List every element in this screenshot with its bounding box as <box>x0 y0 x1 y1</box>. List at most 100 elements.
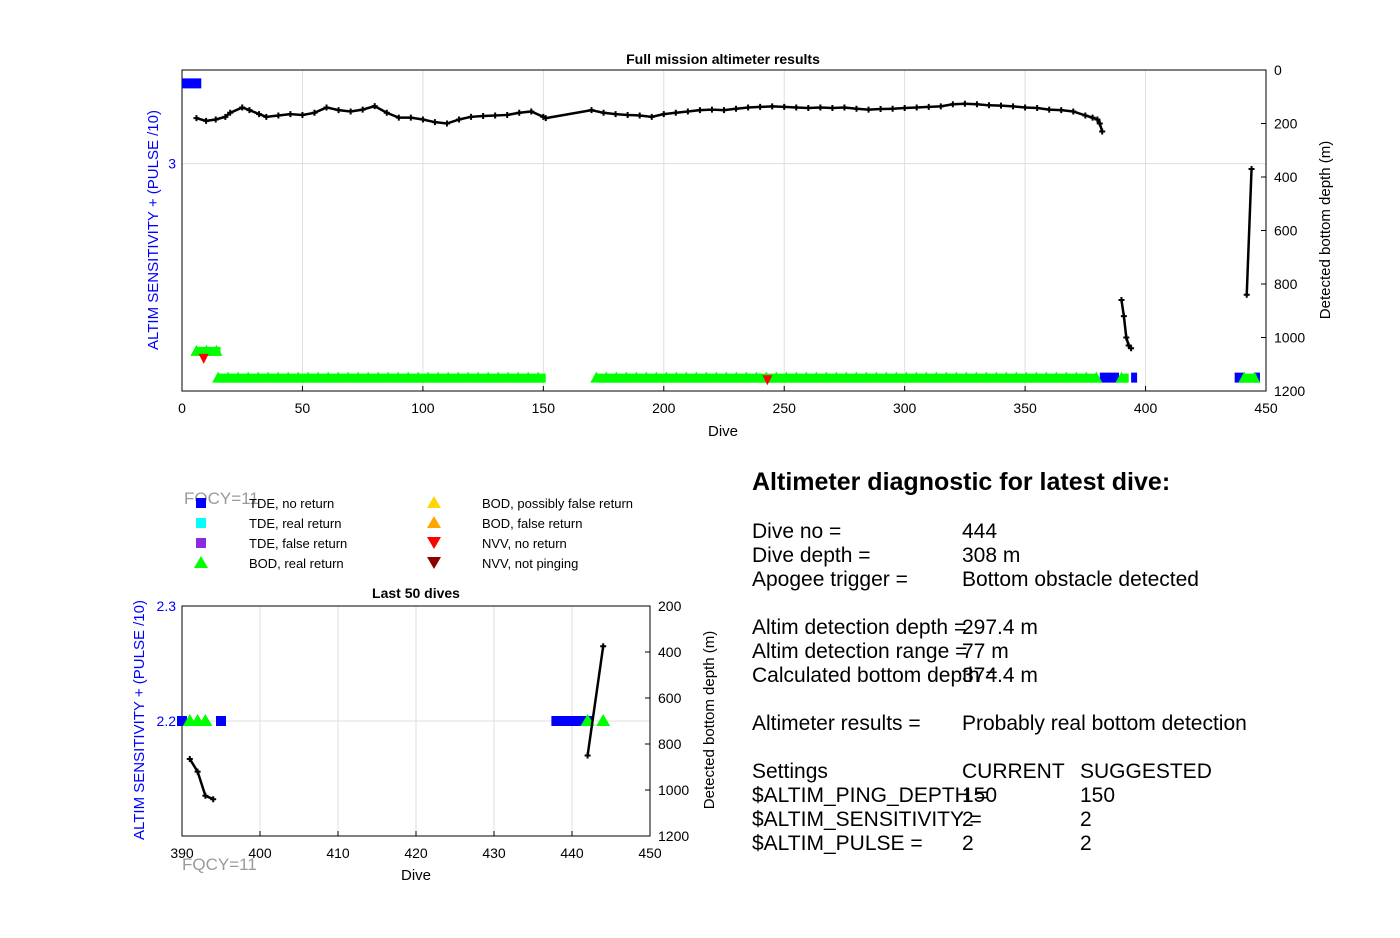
depth-marker <box>1046 106 1053 113</box>
bod-marker <box>850 371 863 383</box>
depth-marker <box>588 107 595 114</box>
depth-marker <box>210 796 217 803</box>
top-right-axis-label: Detected bottom depth (m) <box>1317 141 1334 319</box>
bod-marker <box>242 371 255 383</box>
depth-marker <box>865 106 872 113</box>
legend-items: TDE, no return TDE, real return TDE, false… <box>194 496 633 571</box>
bod-marker <box>312 371 325 383</box>
depth-marker <box>853 105 860 112</box>
depth-marker <box>817 104 824 111</box>
bod-marker <box>770 371 783 383</box>
top-x-axis-label: Dive <box>708 423 738 440</box>
depth-marker <box>1010 103 1017 110</box>
top-left-axis-label: ALTIM SENSITIVITY + (PULSE /10) <box>145 110 162 350</box>
bod-marker <box>690 371 703 383</box>
x-tick-label: 50 <box>295 400 311 416</box>
bod-marker <box>302 371 315 383</box>
left-tick-label: 3 <box>168 156 176 172</box>
left-tick-label: 2.3 <box>157 598 177 614</box>
bod-marker <box>990 371 1003 383</box>
depth-marker <box>212 116 219 123</box>
bod-marker <box>920 371 933 383</box>
legend-marker <box>427 557 441 569</box>
depth-marker <box>600 109 607 116</box>
bod-marker <box>730 371 743 383</box>
bod-marker <box>342 371 355 383</box>
depth-line <box>188 758 214 801</box>
x-tick-label: 450 <box>1254 400 1278 416</box>
right-tick-label: 800 <box>1274 276 1298 292</box>
bod-marker-band <box>1121 373 1129 383</box>
bod-marker <box>870 371 883 383</box>
depth-line <box>586 646 605 756</box>
depth-marker <box>1058 107 1065 114</box>
apogee-label: Apogee trigger = <box>752 568 908 591</box>
bod-marker <box>200 344 213 356</box>
tde-marker <box>574 716 585 726</box>
depth-marker <box>431 119 438 126</box>
depth-marker <box>745 104 752 111</box>
depth-marker <box>721 107 727 114</box>
depth-marker <box>246 107 253 114</box>
right-tick-label: 600 <box>1274 223 1298 239</box>
right-tick-label: 1000 <box>658 782 689 798</box>
bod-marker <box>980 371 993 383</box>
bod-marker <box>1238 371 1251 383</box>
bod-marker <box>502 371 515 383</box>
x-tick-label: 400 <box>1134 400 1158 416</box>
depth-marker <box>1089 114 1096 121</box>
top-right-ticks: 0 200 400 600 800 1000 1200 <box>1261 62 1305 399</box>
tde-marker-band <box>1099 372 1120 383</box>
depth-marker <box>275 112 282 119</box>
x-tick-label: 410 <box>326 845 350 861</box>
tde-marker <box>559 716 570 726</box>
pulse-current: 2 <box>962 832 974 855</box>
bod-marker <box>442 371 455 383</box>
suggested-header: SUGGESTED <box>1080 760 1212 783</box>
bottom-right-ticks: 200 400 600 800 1000 1200 <box>645 598 689 844</box>
x-tick-label: 350 <box>1013 400 1037 416</box>
bod-marker <box>362 371 375 383</box>
depth-marker <box>949 101 956 108</box>
bod-marker <box>780 371 793 383</box>
depth-marker <box>1096 120 1103 127</box>
legend-marker <box>196 518 206 528</box>
depth-marker <box>624 111 631 118</box>
depth-marker <box>480 113 487 120</box>
bod-marker <box>900 371 913 383</box>
detect-range-value: 77 m <box>962 640 1009 663</box>
depth-marker <box>708 106 715 113</box>
pulse-suggested: 2 <box>1080 832 1092 855</box>
pulse-label: $ALTIM_PULSE = <box>752 832 923 855</box>
bod-marker <box>292 371 305 383</box>
top-grid <box>182 70 1266 391</box>
bod-marker <box>198 714 213 726</box>
x-tick-label: 300 <box>893 400 917 416</box>
depth-marker <box>504 111 511 118</box>
bod-marker <box>212 371 225 383</box>
depth-marker <box>901 104 908 111</box>
x-tick-label: 100 <box>411 400 435 416</box>
depth-marker <box>256 111 263 118</box>
x-tick-label: 450 <box>638 845 662 861</box>
legend-marker <box>194 556 208 568</box>
bod-marker <box>1020 371 1033 383</box>
tde-marker <box>551 716 562 726</box>
right-tick-label: 400 <box>658 644 682 660</box>
bod-marker <box>1060 371 1073 383</box>
depth-marker <box>584 752 591 759</box>
bod-marker <box>482 371 495 383</box>
tde-marker-band <box>182 78 202 89</box>
depth-marker <box>263 113 270 120</box>
legend-marker <box>427 496 441 508</box>
bod-marker <box>272 371 285 383</box>
depth-marker <box>769 103 776 110</box>
depth-marker <box>1128 345 1135 352</box>
bod-marker <box>262 371 275 383</box>
nvv-marker <box>198 353 209 364</box>
depth-marker <box>1082 112 1089 119</box>
depth-marker <box>998 102 1005 109</box>
top-chart-title: Full mission altimeter results <box>626 51 820 67</box>
right-tick-label: 0 <box>1274 62 1282 78</box>
depth-marker <box>383 109 390 116</box>
